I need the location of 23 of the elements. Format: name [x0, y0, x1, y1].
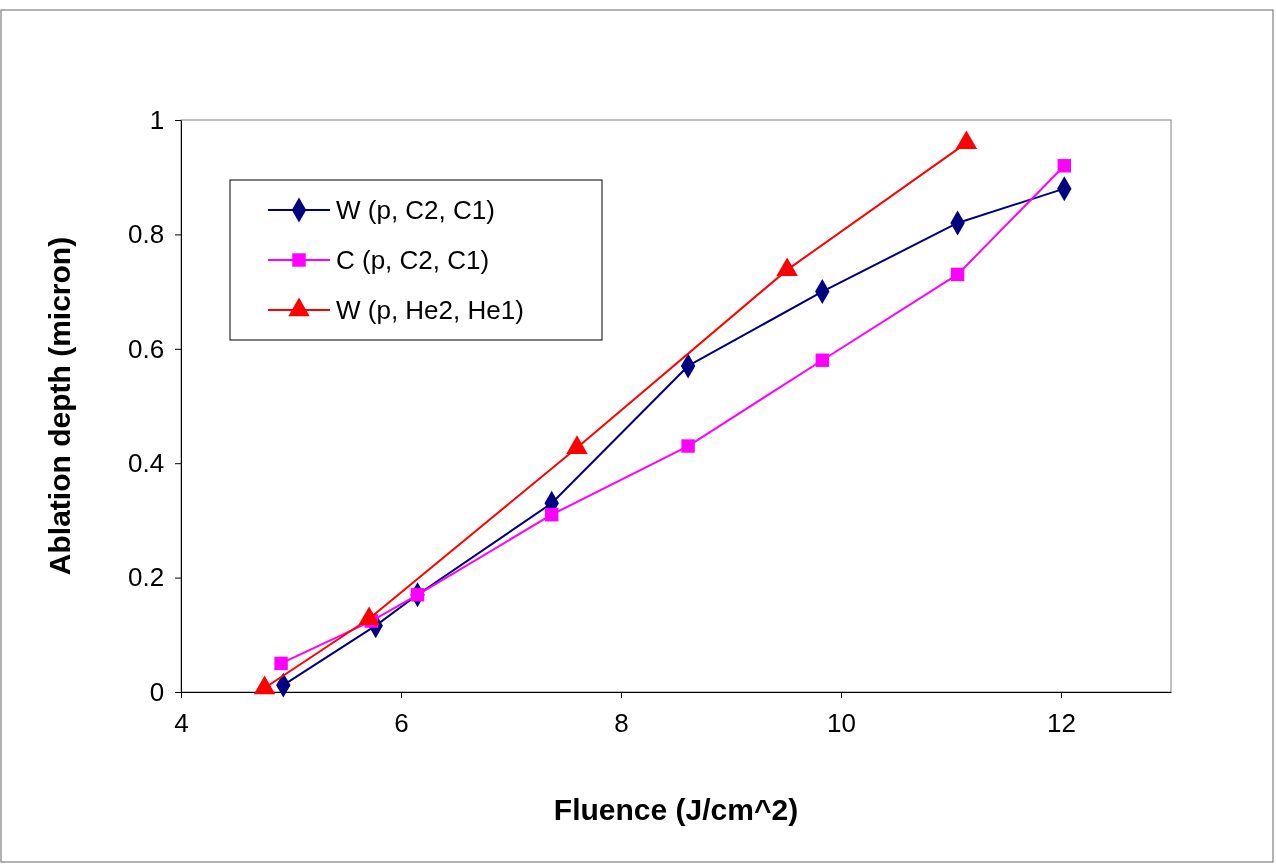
y-tick-label: 0.6 [128, 333, 165, 364]
y-axis-title: Ablation depth (micron) [43, 236, 76, 576]
y-tick-label: 0.8 [128, 219, 165, 250]
point [410, 588, 425, 602]
legend-label: W (p, He2, He1) [336, 295, 524, 325]
x-tick-label: 4 [174, 708, 189, 739]
point [950, 267, 965, 282]
legend-label: C (p, C2, C1) [336, 245, 490, 275]
y-tick-label: 0.4 [128, 448, 165, 479]
x-tick-label: 6 [394, 708, 409, 739]
point [681, 439, 695, 453]
x-tick-label: 8 [614, 708, 629, 739]
legend-label: W (p, C2, C1) [336, 195, 495, 225]
point [815, 353, 830, 367]
x-tick-label: 10 [827, 708, 856, 739]
point [1057, 159, 1072, 173]
x-tick-label: 12 [1047, 708, 1076, 739]
point [274, 656, 288, 671]
y-tick-label: 0 [149, 676, 165, 707]
y-tick-label: 1 [149, 104, 165, 135]
y-tick-label: 0.2 [128, 562, 165, 593]
point [544, 507, 559, 522]
x-axis-title: Fluence (J/cm^2) [553, 793, 799, 826]
